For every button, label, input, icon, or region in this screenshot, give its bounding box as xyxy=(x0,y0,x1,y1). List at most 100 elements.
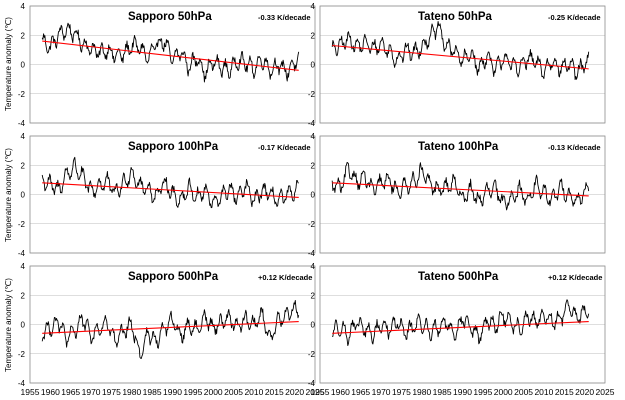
trend-line xyxy=(42,40,299,71)
y-tick-label: 4 xyxy=(21,132,26,141)
trend-label: -0.17 K/decade xyxy=(258,143,311,152)
data-series xyxy=(332,299,590,347)
plot-frame xyxy=(29,135,316,254)
x-tick-label: 1980 xyxy=(412,387,431,397)
y-tick-label: 0 xyxy=(21,321,26,330)
x-tick-label: 1960 xyxy=(41,387,60,397)
panel-title: Sapporo 500hPa xyxy=(128,271,219,283)
y-tick-label: 0 xyxy=(21,191,26,200)
trend-label: +0.12 K/decade xyxy=(258,273,312,282)
y-tick-label: 2 xyxy=(21,291,26,300)
x-tick-label: 1995 xyxy=(183,387,202,397)
trend-line xyxy=(332,321,589,334)
y-tick-label: -2 xyxy=(18,220,26,229)
y-tick-label: 0 xyxy=(21,61,26,70)
plot-frame xyxy=(29,265,316,384)
y-tick-label: -2 xyxy=(308,220,316,229)
chart-panel: -4 -2 0 2 4 Tateno 50hPa -0.25 K/decade xyxy=(308,2,606,128)
x-tick-label: 1965 xyxy=(351,387,370,397)
x-tick-label: 1980 xyxy=(122,387,141,397)
plot-frame xyxy=(319,5,606,124)
y-tick-label: 2 xyxy=(21,31,26,40)
y-tick-label: -2 xyxy=(18,90,26,99)
x-tick-label: 2020 xyxy=(285,387,304,397)
x-tick-label: 2005 xyxy=(514,387,533,397)
x-tick-label: 1955 xyxy=(311,387,330,397)
x-tick-label: 2025 xyxy=(306,387,325,397)
x-tick-label: 2015 xyxy=(555,387,574,397)
trend-label: +0.12 K/decade xyxy=(548,273,602,282)
x-tick-label: 1995 xyxy=(473,387,492,397)
trend-line xyxy=(42,321,299,334)
x-tick-label: 1965 xyxy=(61,387,80,397)
trend-label: -0.25 K/decade xyxy=(548,13,601,22)
y-tick-label: -2 xyxy=(18,350,26,359)
data-series xyxy=(331,161,590,211)
y-tick-label: 2 xyxy=(311,291,316,300)
y-tick-label: 0 xyxy=(311,321,316,330)
panel-title: Sapporo 50hPa xyxy=(128,11,212,23)
x-tick-label: 1985 xyxy=(143,387,162,397)
panel-title: Tateno 500hPa xyxy=(418,271,499,283)
plot-frame xyxy=(319,265,606,384)
trend-label: -0.33 K/decade xyxy=(258,13,311,22)
y-tick-label: 0 xyxy=(311,61,316,70)
x-tick-label: 1975 xyxy=(102,387,121,397)
data-series xyxy=(41,156,299,209)
plot-frame xyxy=(29,5,316,124)
y-tick-label: 4 xyxy=(311,2,316,11)
chart-panel: -4 -2 0 2 4 Sapporo 100hPa -0.17 K/decade xyxy=(18,132,316,258)
data-series xyxy=(41,22,300,83)
y-tick-label: -4 xyxy=(308,249,316,258)
trend-line xyxy=(332,44,589,70)
x-tick-label: 2000 xyxy=(204,387,223,397)
trend-line xyxy=(332,182,589,197)
x-tick-label: 2010 xyxy=(534,387,553,397)
chart-panel: -4 -2 0 2 4 Sapporo 50hPa -0.33 K/decade xyxy=(18,2,316,128)
y-tick-label: -4 xyxy=(18,119,26,128)
y-tick-label: 4 xyxy=(21,262,26,271)
data-series xyxy=(331,20,590,81)
x-tick-label: 1970 xyxy=(82,387,101,397)
y-tick-label: -4 xyxy=(308,379,316,388)
y-tick-label: 2 xyxy=(21,161,26,170)
y-tick-label: -4 xyxy=(308,119,316,128)
data-series xyxy=(41,299,300,359)
x-tick-label: 1955 xyxy=(21,387,40,397)
y-tick-label: -4 xyxy=(18,249,26,258)
trend-line xyxy=(42,182,299,198)
x-tick-label: 2010 xyxy=(244,387,263,397)
panel-title: Sapporo 100hPa xyxy=(128,141,219,153)
y-tick-label: 4 xyxy=(311,262,316,271)
y-tick-label: 2 xyxy=(311,161,316,170)
y-axis-label: Temperature anomaly (℃) xyxy=(4,148,13,242)
x-tick-label: 2015 xyxy=(265,387,284,397)
x-tick-label: 2025 xyxy=(596,387,615,397)
y-tick-label: 4 xyxy=(311,132,316,141)
y-tick-label: 2 xyxy=(311,31,316,40)
y-tick-label: -2 xyxy=(308,350,316,359)
y-axis-label: Temperature anomaly (℃) xyxy=(4,278,13,372)
y-tick-label: -2 xyxy=(308,90,316,99)
plot-frame xyxy=(319,135,606,254)
y-tick-label: 0 xyxy=(311,191,316,200)
x-tick-label: 1990 xyxy=(453,387,472,397)
x-tick-label: 1985 xyxy=(433,387,452,397)
x-tick-label: 1970 xyxy=(372,387,391,397)
y-tick-label: 4 xyxy=(21,2,26,11)
x-tick-label: 1990 xyxy=(163,387,182,397)
y-axis-label: Temperature anomaly (℃) xyxy=(4,17,13,111)
panel-title: Tateno 100hPa xyxy=(418,141,499,153)
x-tick-label: 1960 xyxy=(331,387,350,397)
chart-panel: -4 -2 0 2 4 Tateno 100hPa -0.13 K/decade xyxy=(308,132,606,258)
x-tick-label: 2005 xyxy=(224,387,243,397)
x-tick-label: 2020 xyxy=(575,387,594,397)
y-tick-label: -4 xyxy=(18,379,26,388)
x-tick-label: 1975 xyxy=(392,387,411,397)
x-tick-label: 2000 xyxy=(494,387,513,397)
trend-label: -0.13 K/decade xyxy=(548,143,601,152)
panel-title: Tateno 50hPa xyxy=(418,11,493,23)
